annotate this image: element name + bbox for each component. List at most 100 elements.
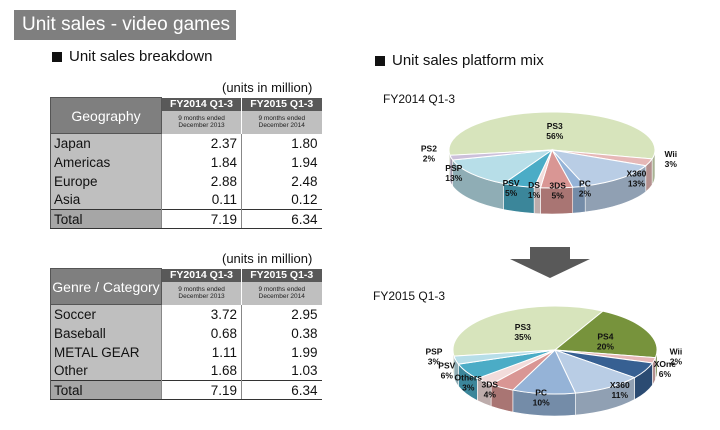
pie-slice-ps4	[553, 310, 658, 359]
col-subheader-fy2014: 9 months ended December 2013	[161, 281, 242, 305]
slice-percent: 13%	[628, 178, 645, 188]
value-cell: 0.68	[161, 323, 242, 343]
pie-slice-ps3	[452, 305, 604, 357]
slice-label: DS	[528, 180, 540, 190]
total-row: Total 7.19 6.34	[50, 380, 322, 400]
slice-label: PSP	[445, 163, 462, 173]
bullet-square-icon	[52, 51, 62, 62]
value-cell: 1.84	[161, 152, 242, 172]
value-cell: 0.38	[241, 323, 322, 343]
col-subheader-fy2015: 9 months ended December 2014	[241, 110, 322, 134]
slice-label: PC	[535, 387, 547, 397]
table-row: Europe 2.88 2.48	[50, 171, 322, 191]
value-cell: 3.72	[161, 304, 242, 324]
slice-percent: 3%	[665, 159, 678, 169]
value-cell: 6.34	[241, 209, 322, 229]
slice-percent: 2%	[579, 189, 592, 199]
slice-label: PC	[579, 179, 591, 189]
genre-header: Genre / Category	[50, 268, 162, 305]
row-label: Total	[50, 209, 162, 229]
row-label: Total	[50, 380, 162, 400]
page-banner: Unit sales - video games	[14, 10, 236, 40]
table-row: Baseball 0.68 0.38	[50, 323, 322, 343]
slice-label: XOne	[654, 359, 676, 369]
slice-percent: 2%	[670, 357, 683, 367]
table-row: Americas 1.84 1.94	[50, 152, 322, 172]
units-label-geo: (units in million)	[222, 80, 313, 95]
slice-label: PS2	[421, 143, 437, 153]
breakdown-heading: Unit sales breakdown	[52, 48, 212, 65]
slice-percent: 20%	[597, 341, 614, 351]
value-cell: 1.99	[241, 342, 322, 362]
col-subheader-fy2015: 9 months ended December 2014	[241, 281, 322, 305]
slice-label: PSP	[425, 346, 442, 356]
units-label-genre: (units in million)	[222, 251, 313, 266]
breakdown-heading-text: Unit sales breakdown	[69, 48, 213, 65]
geography-table: Geography FY2014 Q1-3 FY2015 Q1-3 9 mont…	[50, 97, 322, 229]
slice-percent: 5%	[552, 190, 565, 200]
col-header-fy2015: FY2015 Q1-3	[241, 268, 322, 282]
pie-slice-psp	[451, 149, 554, 185]
slice-percent: 13%	[445, 173, 462, 183]
row-label: Baseball	[50, 323, 162, 343]
slice-percent: 1%	[528, 190, 541, 200]
value-cell: 2.88	[161, 171, 242, 191]
slice-label: PS3	[515, 322, 531, 332]
slice-percent: 35%	[514, 332, 531, 342]
pie-slice-psp	[453, 349, 556, 365]
table-row: Japan 2.37 1.80	[50, 133, 322, 153]
bullet-square-icon	[375, 55, 385, 66]
value-cell: 0.11	[161, 190, 242, 210]
pie-title-fy2014: FY2014 Q1-3	[383, 92, 456, 106]
value-cell: 2.48	[241, 171, 322, 191]
row-label: Asia	[50, 190, 162, 210]
value-cell: 7.19	[161, 380, 242, 400]
row-label: Soccer	[50, 304, 162, 324]
down-arrow-icon	[510, 247, 590, 278]
slice-label: X360	[626, 168, 646, 178]
slice-percent: 2%	[423, 153, 436, 163]
platform-mix-heading: Unit sales platform mix	[375, 52, 544, 69]
row-label: Japan	[50, 133, 162, 153]
slice-label: PSV	[438, 361, 455, 371]
genre-table: Genre / Category FY2014 Q1-3 FY2015 Q1-3…	[50, 268, 322, 400]
table-row: Other 1.68 1.03	[50, 361, 322, 381]
slice-label: Wii	[670, 347, 683, 357]
row-label: Europe	[50, 171, 162, 191]
value-cell: 1.94	[241, 152, 322, 172]
slice-percent: 10%	[533, 397, 550, 407]
table-row: METAL GEAR 1.11 1.99	[50, 342, 322, 362]
value-cell: 7.19	[161, 209, 242, 229]
slice-label: Wii	[664, 149, 677, 159]
slice-label: 3DS	[482, 380, 499, 390]
slice-percent: 56%	[546, 131, 563, 141]
value-cell: 1.03	[241, 361, 322, 381]
pie-chart-fy2014: PS356%Wii3%X36013%PC2%3DS5%DS1%PSV5%PSP1…	[421, 111, 678, 215]
row-label: METAL GEAR	[50, 342, 162, 362]
col-header-fy2014: FY2014 Q1-3	[161, 268, 242, 282]
slice-percent: 4%	[484, 390, 497, 400]
slice-percent: 5%	[505, 188, 518, 198]
value-cell: 1.11	[161, 342, 242, 362]
value-cell: 0.12	[241, 190, 322, 210]
row-label: Other	[50, 361, 162, 381]
pie-slice-x360	[550, 149, 647, 187]
pie-slice-ps2	[449, 149, 553, 161]
slice-label: Others	[455, 372, 483, 382]
value-cell: 2.95	[241, 304, 322, 324]
table-row: Asia 0.11 0.12	[50, 190, 322, 210]
row-label: Americas	[50, 152, 162, 172]
slice-percent: 11%	[612, 390, 629, 400]
col-header-fy2014: FY2014 Q1-3	[161, 97, 242, 111]
slice-label: PS4	[597, 331, 613, 341]
table-row: Soccer 3.72 2.95	[50, 304, 322, 324]
pie-title-fy2015: FY2015 Q1-3	[373, 289, 446, 303]
col-subheader-fy2014: 9 months ended December 2013	[161, 110, 242, 134]
total-row: Total 7.19 6.34	[50, 209, 322, 229]
platform-mix-heading-text: Unit sales platform mix	[392, 52, 544, 69]
pie-slice-ps3	[448, 111, 656, 160]
value-cell: 6.34	[241, 380, 322, 400]
slice-label: 3DS	[549, 180, 566, 190]
slice-label: PSV	[503, 178, 520, 188]
